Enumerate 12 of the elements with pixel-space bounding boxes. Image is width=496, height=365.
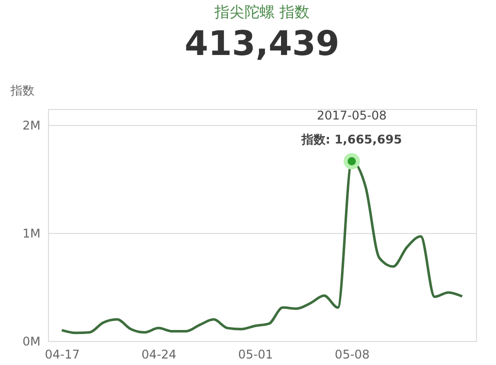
y-tick-label: 2M <box>22 118 40 133</box>
x-tick-label: 04-17 <box>44 348 80 362</box>
chart-subtitle: 413,439 <box>184 24 340 64</box>
x-tick-label: 05-01 <box>238 348 274 362</box>
y-tick-label: 0M <box>22 334 40 348</box>
y-tick-label: 1M <box>22 226 40 241</box>
chart-title: 指尖陀螺 指数 <box>214 3 310 21</box>
x-tick-label: 05-08 <box>334 348 370 362</box>
annotation: 指数: 1,665,695 <box>300 132 402 146</box>
y-axis-title: 指数 <box>10 84 34 98</box>
annotation: 2017-05-08 <box>316 108 387 122</box>
x-tick-label: 04-24 <box>142 348 176 362</box>
